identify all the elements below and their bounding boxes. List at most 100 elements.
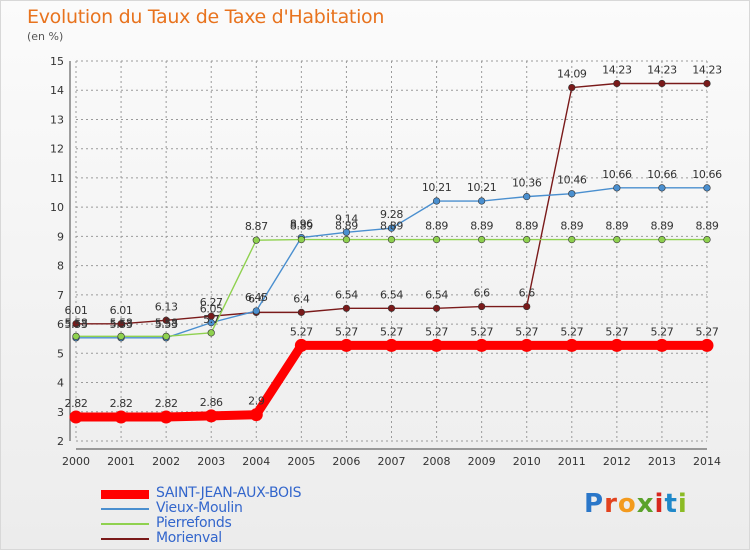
data-point	[114, 410, 128, 424]
data-point	[342, 304, 351, 312]
data-label: 2.82	[65, 397, 88, 410]
data-point	[297, 308, 305, 316]
data-point	[613, 236, 621, 244]
chart-subtitle: (en %)	[27, 30, 64, 43]
data-point	[294, 338, 308, 352]
data-label: 14.23	[692, 64, 722, 77]
data-label: 5.27	[335, 325, 358, 338]
data-point	[249, 408, 263, 422]
data-label: 6.01	[65, 304, 88, 317]
data-point	[475, 338, 489, 352]
x-tick-label: 2005	[287, 455, 315, 468]
data-label: 5.53	[155, 318, 178, 331]
data-point	[252, 307, 260, 315]
x-tick-label: 2007	[378, 455, 406, 468]
proxiti-logo: Proxiti	[584, 489, 688, 519]
data-label: 6.6	[519, 287, 536, 300]
y-tick-label: 9	[57, 230, 64, 243]
y-tick-label: 15	[50, 55, 64, 68]
y-tick-label: 8	[57, 260, 64, 273]
data-label: 14.23	[602, 64, 632, 77]
data-point	[72, 320, 80, 328]
chart-title: Evolution du Taux de Taxe d'Habitation	[27, 6, 385, 28]
x-axis-ticks: 2000 2001 2002 2003 2004 2005 2006 2007 2008 2009…	[62, 455, 721, 468]
data-point	[207, 329, 215, 337]
data-point	[207, 319, 215, 327]
data-point	[430, 338, 444, 352]
data-point	[432, 197, 441, 205]
data-label: 6.6	[473, 287, 490, 300]
data-label: 8.89	[470, 220, 493, 233]
data-label: 8.89	[290, 220, 313, 233]
x-tick-label: 2000	[62, 455, 90, 468]
y-tick-label: 10	[50, 201, 64, 214]
legend-swatch	[101, 538, 149, 540]
data-label: 5.27	[515, 325, 538, 338]
data-label: 6.4	[293, 292, 310, 305]
y-tick-label: 6	[57, 318, 64, 331]
data-label: 6.45	[245, 291, 268, 304]
data-point	[387, 304, 396, 312]
y-tick-label: 11	[50, 172, 64, 185]
data-label: 5.27	[605, 325, 628, 338]
y-tick-label: 5	[57, 347, 64, 360]
data-label: 6.13	[155, 300, 178, 313]
data-label: 10.46	[557, 174, 587, 187]
data-label: 5.53	[65, 318, 88, 331]
data-label: 9.28	[380, 208, 403, 221]
data-label: 14.23	[647, 64, 677, 77]
data-label: 14.09	[557, 68, 587, 81]
data-point	[613, 184, 621, 192]
legend-label: Vieux-Moulin	[156, 500, 243, 516]
data-point	[523, 236, 531, 244]
data-label: 8.89	[560, 220, 583, 233]
data-label: 10.66	[692, 168, 722, 181]
data-label: 5.27	[290, 325, 313, 338]
data-point	[162, 316, 170, 324]
data-label: 6.54	[335, 288, 358, 301]
data-label: 5.7	[203, 313, 220, 326]
data-label: 10.66	[602, 168, 632, 181]
y-tick-label: 4	[57, 377, 64, 390]
data-label: 6.27	[200, 296, 223, 309]
legend-swatch	[101, 523, 149, 525]
data-label: 10.21	[422, 181, 452, 194]
y-tick-label: 13	[50, 113, 64, 126]
data-point	[387, 224, 396, 232]
data-point	[117, 320, 125, 328]
data-point	[339, 338, 353, 352]
data-label: 6.54	[380, 288, 403, 301]
data-point	[342, 236, 351, 244]
data-point	[387, 236, 396, 244]
data-label: 5.27	[425, 325, 448, 338]
data-point	[117, 332, 125, 340]
data-label: 5.58	[65, 316, 88, 329]
data-point	[658, 79, 666, 88]
data-label: 8.87	[245, 220, 268, 233]
data-point	[703, 184, 711, 192]
x-tick-label: 2003	[197, 455, 225, 468]
data-label: 8.89	[380, 220, 403, 233]
data-point	[342, 228, 351, 236]
data-label: 10.21	[467, 181, 497, 194]
data-point	[610, 338, 624, 352]
data-label: 10.66	[647, 168, 677, 181]
data-point	[432, 236, 441, 244]
y-tick-label: 2	[57, 435, 64, 448]
data-label: 8.89	[425, 220, 448, 233]
data-label: 5.53	[110, 318, 133, 331]
data-point	[613, 79, 621, 88]
x-tick-label: 2006	[332, 455, 360, 468]
grid-lines	[69, 60, 708, 450]
legend-swatch	[101, 508, 149, 510]
legend-swatch	[101, 489, 149, 499]
data-point	[655, 338, 669, 352]
data-label: 5.27	[380, 325, 403, 338]
x-tick-label: 2008	[423, 455, 451, 468]
data-label: 2.86	[200, 396, 223, 409]
series-layer: 6.01 6.01 6.13 6.27 6.4 6.4 6.54 6.54 6.54 6.6 6.6…	[65, 64, 723, 424]
data-label: 6.01	[110, 304, 133, 317]
data-label: 8.89	[515, 220, 538, 233]
data-point	[700, 338, 714, 352]
